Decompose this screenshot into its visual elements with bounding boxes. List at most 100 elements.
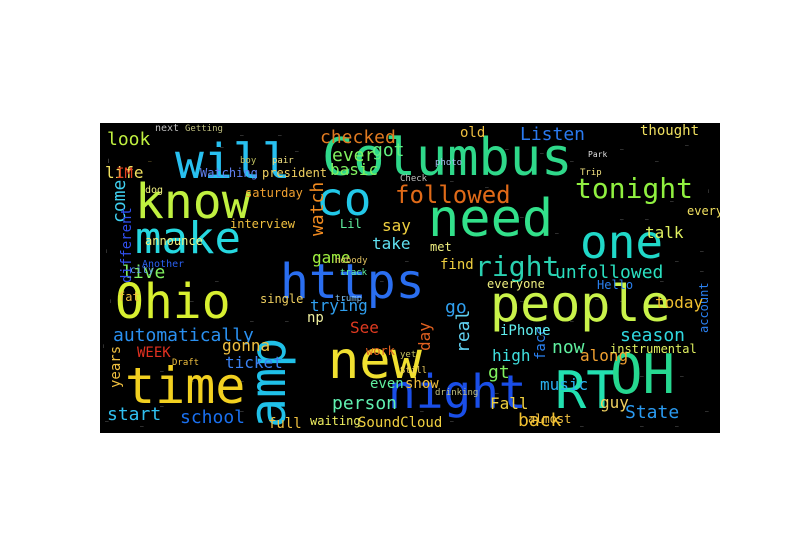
word-talk: talk bbox=[645, 223, 684, 242]
filler-mark: – bbox=[510, 378, 514, 385]
filler-mark: – bbox=[250, 318, 254, 325]
word-fat: fat bbox=[118, 290, 140, 304]
filler-mark: – bbox=[210, 398, 214, 405]
filler-mark: – bbox=[640, 423, 644, 430]
filler-mark: – bbox=[220, 388, 224, 395]
word-account: account bbox=[697, 282, 711, 333]
word-iphone: iPhone bbox=[500, 323, 551, 339]
word-find: find bbox=[440, 257, 474, 273]
word-trip: Trip bbox=[580, 168, 602, 178]
word-now: now bbox=[552, 337, 585, 358]
word-high: high bbox=[492, 346, 531, 365]
filler-mark: – bbox=[505, 146, 509, 153]
filler-mark: – bbox=[107, 299, 114, 303]
filler-mark: – bbox=[570, 318, 574, 325]
word-need: need bbox=[428, 189, 553, 249]
word-boy: boy bbox=[240, 156, 257, 166]
filler-mark: – bbox=[580, 423, 584, 430]
word-take: take bbox=[372, 234, 411, 253]
filler-mark: – bbox=[140, 423, 144, 430]
word-city: city bbox=[130, 265, 154, 276]
word-columbus: Columbus bbox=[322, 128, 572, 188]
word-soundcloud: SoundCloud bbox=[358, 415, 442, 431]
word-cloud: – – – – – – – – – – – – – – – – – – – – – – – – – – – – – – – – – – – – – – – –… bbox=[100, 123, 720, 433]
word-new: new bbox=[328, 331, 423, 391]
word-look: look bbox=[107, 129, 151, 150]
filler-mark: – bbox=[680, 373, 684, 380]
filler-mark: – bbox=[520, 214, 524, 221]
word-basic: basic bbox=[330, 160, 378, 179]
word-state: State bbox=[625, 402, 679, 423]
word-time: time bbox=[125, 357, 245, 415]
word-got: got bbox=[372, 140, 405, 161]
word-person: person bbox=[332, 393, 397, 414]
filler-mark: – bbox=[675, 258, 679, 265]
word-see: See bbox=[350, 318, 379, 337]
word-life: life bbox=[105, 163, 144, 182]
word-co: co bbox=[316, 172, 371, 226]
word-watching: Watching bbox=[200, 166, 258, 180]
word-day: day bbox=[415, 322, 434, 351]
filler-mark: – bbox=[570, 158, 574, 165]
word-come: come bbox=[109, 180, 130, 223]
filler-mark: – bbox=[240, 378, 244, 385]
filler-mark: – bbox=[215, 278, 219, 285]
word-different: different bbox=[119, 207, 135, 283]
word-nobody: nobody bbox=[335, 256, 368, 266]
filler-mark: – bbox=[148, 158, 152, 165]
word-saturday: saturday bbox=[245, 186, 303, 200]
word-every: every bbox=[687, 204, 720, 218]
word-know: know bbox=[135, 174, 251, 230]
word-guy: guy bbox=[600, 393, 629, 412]
filler-mark: – bbox=[670, 198, 674, 205]
word-unfollowed: unfollowed bbox=[555, 262, 663, 283]
word-rt: RT bbox=[555, 361, 618, 421]
filler-mark: – bbox=[103, 249, 110, 253]
filler-mark: – bbox=[700, 268, 704, 275]
filler-mark: – bbox=[640, 373, 644, 380]
word-night: night bbox=[388, 365, 526, 419]
word-will: will bbox=[175, 134, 291, 190]
filler-mark: – bbox=[660, 278, 664, 285]
filler-mark: – bbox=[295, 148, 299, 155]
filler-mark: – bbox=[620, 146, 624, 153]
word-music: music bbox=[540, 375, 588, 394]
filler-mark: – bbox=[405, 258, 409, 265]
filler-mark: – bbox=[540, 150, 544, 157]
word-ohio: Ohio bbox=[115, 274, 231, 330]
word-season: season bbox=[620, 325, 685, 346]
word-trying: trying bbox=[310, 296, 368, 315]
word-automatically: automatically bbox=[113, 325, 254, 346]
word-real: real bbox=[453, 310, 474, 353]
word-years: years bbox=[108, 346, 124, 388]
word-everyone: everyone bbox=[487, 277, 545, 291]
word-np: np bbox=[307, 310, 324, 326]
filler-mark: – bbox=[705, 408, 709, 415]
filler-mark: – bbox=[100, 344, 107, 348]
word-watch: watch bbox=[307, 182, 328, 236]
word-ever: ever bbox=[332, 145, 376, 166]
word-work: work bbox=[366, 344, 396, 358]
word-one: one bbox=[580, 215, 663, 269]
word-getting: Getting bbox=[185, 124, 223, 134]
word-listen: Listen bbox=[520, 124, 585, 145]
word-https: https bbox=[280, 254, 425, 310]
word-tonight: tonight bbox=[575, 172, 693, 205]
filler-mark: – bbox=[705, 189, 712, 193]
word-track: track bbox=[340, 268, 368, 278]
word-photo: photo bbox=[435, 158, 462, 168]
filler-mark: – bbox=[600, 370, 604, 377]
word-make: make bbox=[135, 213, 241, 264]
word-still: Still bbox=[400, 366, 427, 376]
word-another: Another bbox=[142, 259, 184, 270]
filler-mark: – bbox=[450, 178, 454, 185]
filler-mark: – bbox=[160, 403, 164, 410]
word-almost: almost bbox=[528, 412, 571, 426]
word-trump: trump bbox=[335, 294, 362, 304]
filler-mark: – bbox=[620, 216, 624, 223]
word-full: full bbox=[268, 416, 302, 432]
filler-mark: – bbox=[380, 278, 384, 285]
filler-mark: – bbox=[700, 248, 704, 255]
word-yet: yet bbox=[400, 350, 416, 360]
filler-mark: – bbox=[285, 318, 289, 325]
